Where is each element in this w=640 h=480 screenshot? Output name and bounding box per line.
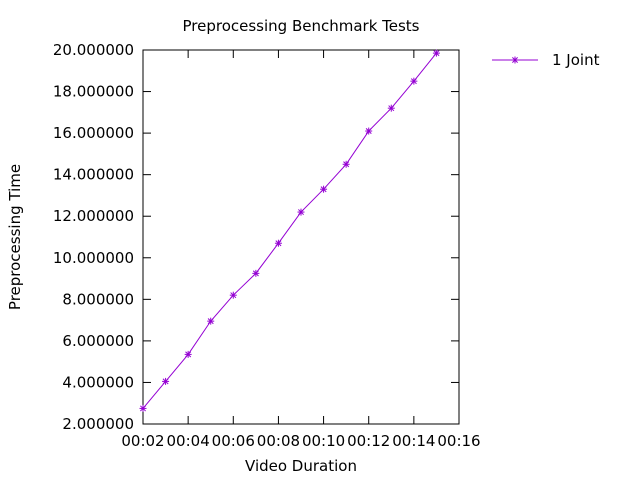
y-tick-label: 18.000000: [53, 83, 134, 101]
data-point: [432, 49, 440, 57]
chart-title: Preprocessing Benchmark Tests: [182, 17, 419, 35]
y-tick-label: 2.000000: [62, 415, 134, 433]
x-tick-label: 00:16: [437, 432, 480, 450]
x-axis: 00:02 00:04 00:06 00:08 00:10 00:12 00:14 00:16: [121, 50, 481, 450]
data-point: [184, 350, 192, 358]
x-tick-label: 00:06: [212, 432, 255, 450]
legend: 1 Joint: [492, 51, 600, 69]
x-tick-label: 00:02: [121, 432, 164, 450]
x-tick-label: 00:08: [257, 432, 300, 450]
series-layer: [139, 49, 440, 412]
plot-frame: [142, 49, 460, 425]
y-axis-label: Preprocessing Time: [6, 164, 24, 310]
data-point: [252, 269, 260, 277]
data-point: [139, 404, 147, 412]
legend-label: 1 Joint: [552, 51, 600, 69]
y-axis: 2.000000 4.000000 6.000000 8.000000 10.00000…: [53, 41, 459, 433]
legend-marker: [511, 56, 519, 64]
data-point: [410, 77, 418, 85]
x-tick-label: 00:12: [347, 432, 390, 450]
y-tick-label: 16.000000: [53, 124, 134, 142]
x-tick-label: 00:04: [167, 432, 210, 450]
data-point: [207, 317, 215, 325]
data-point: [162, 377, 170, 385]
y-tick-label: 8.000000: [62, 290, 134, 308]
data-point: [365, 127, 373, 135]
x-tick-label: 00:10: [302, 432, 345, 450]
data-point: [229, 291, 237, 299]
x-tick-label: 00:14: [392, 432, 435, 450]
x-axis-label: Video Duration: [245, 457, 357, 475]
data-point: [297, 208, 305, 216]
data-point: [274, 239, 282, 247]
data-point: [342, 160, 350, 168]
y-tick-label: 12.000000: [53, 207, 134, 225]
data-point: [320, 185, 328, 193]
y-tick-label: 10.000000: [53, 249, 134, 267]
y-tick-label: 4.000000: [62, 373, 134, 391]
y-tick-label: 14.000000: [53, 166, 134, 184]
plot-area: [142, 49, 460, 425]
series-line: [142, 52, 437, 409]
y-tick-label: 20.000000: [53, 41, 134, 59]
y-tick-label: 6.000000: [62, 332, 134, 350]
data-point: [387, 104, 395, 112]
